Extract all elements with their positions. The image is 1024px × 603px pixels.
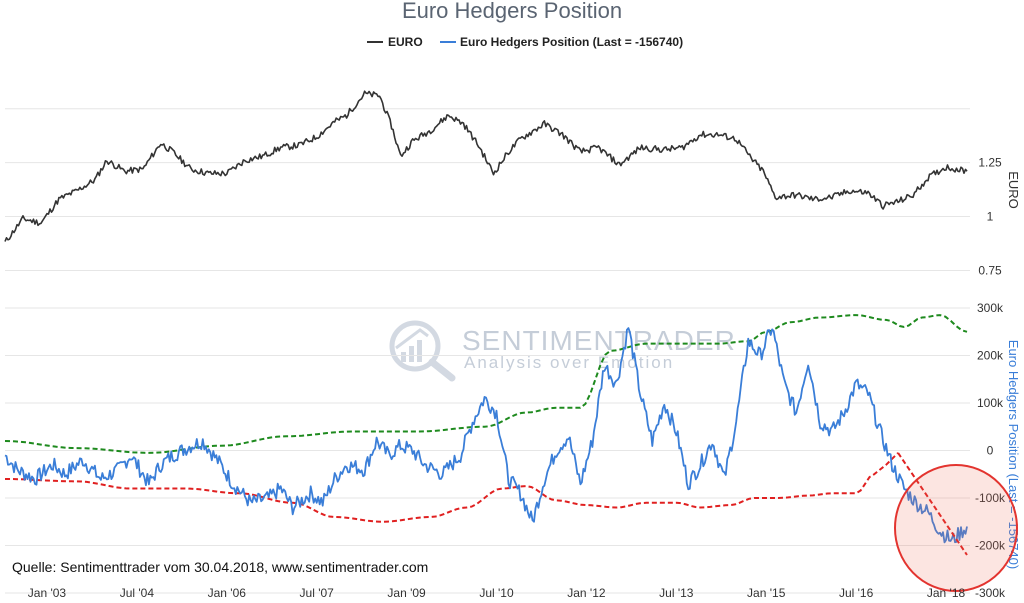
- y-tick-label-lower: -200k: [975, 539, 1006, 553]
- legend-label: EURO: [388, 35, 423, 49]
- x-tick-label: Jul '10: [479, 586, 514, 600]
- source-caption: Quelle: Sentimenttrader vom 30.04.2018, …: [12, 559, 428, 575]
- hedgers-position-line: [4, 327, 968, 544]
- lower-panel: 300k 200k 100k 0 -100k -200k -300k Euro Hedgers…: [4, 301, 1021, 600]
- y-tick-label-lower: -100k: [975, 491, 1006, 505]
- y-tick-label-upper: 0.75: [978, 263, 1002, 277]
- x-tick-label: Jan '09: [387, 586, 426, 600]
- x-tick-label: Jul '04: [120, 586, 155, 600]
- y-tick-label-upper: 1: [987, 210, 994, 224]
- y-tick-label-lower: 200k: [977, 349, 1004, 363]
- y-tick-label-lower: -300k: [975, 586, 1006, 600]
- y-tick-label-lower: 300k: [977, 301, 1004, 315]
- y-tick-label-lower: 0: [987, 444, 994, 458]
- x-tick-label: Jul '16: [839, 586, 874, 600]
- x-tick-label: Jul '13: [659, 586, 694, 600]
- lower-band-line: [5, 452, 899, 523]
- chart-title: Euro Hedgers Position: [402, 0, 622, 23]
- upper-panel: 1.25 1 0.75 EURO: [4, 90, 1021, 277]
- x-tick-label: Jan '15: [747, 586, 786, 600]
- legend: EURO Euro Hedgers Position (Last = -15674…: [367, 35, 683, 49]
- highlight-ellipse: [894, 464, 1018, 592]
- watermark-logo-icon: [389, 320, 456, 382]
- legend-label: Euro Hedgers Position (Last = -156740): [460, 35, 683, 49]
- x-tick-label: Jul '07: [300, 586, 335, 600]
- watermark-name: SENTIMENTRADER: [462, 325, 736, 356]
- x-tick-label: Jan '03: [28, 586, 67, 600]
- x-tick-label: Jan '18: [927, 586, 966, 600]
- x-tick-label: Jan '06: [208, 586, 247, 600]
- upper-band-line: [4, 314, 968, 454]
- watermark: SENTIMENTRADER Analysis over Emotion: [389, 320, 736, 382]
- x-axis: Jan '03 Jul '04 Jan '06 Jul '07 Jan '09 Jul '…: [28, 586, 966, 600]
- trend-line: [897, 452, 968, 556]
- y-axis-title-lower: Euro Hedgers Position (Last = -156740): [1006, 340, 1021, 569]
- y-tick-label-upper: 1.25: [978, 156, 1002, 170]
- euro-series-line: [4, 90, 968, 242]
- y-axis-title-upper: EURO: [1006, 171, 1021, 209]
- y-tick-label-lower: 100k: [977, 396, 1004, 410]
- x-tick-label: Jan '12: [567, 586, 606, 600]
